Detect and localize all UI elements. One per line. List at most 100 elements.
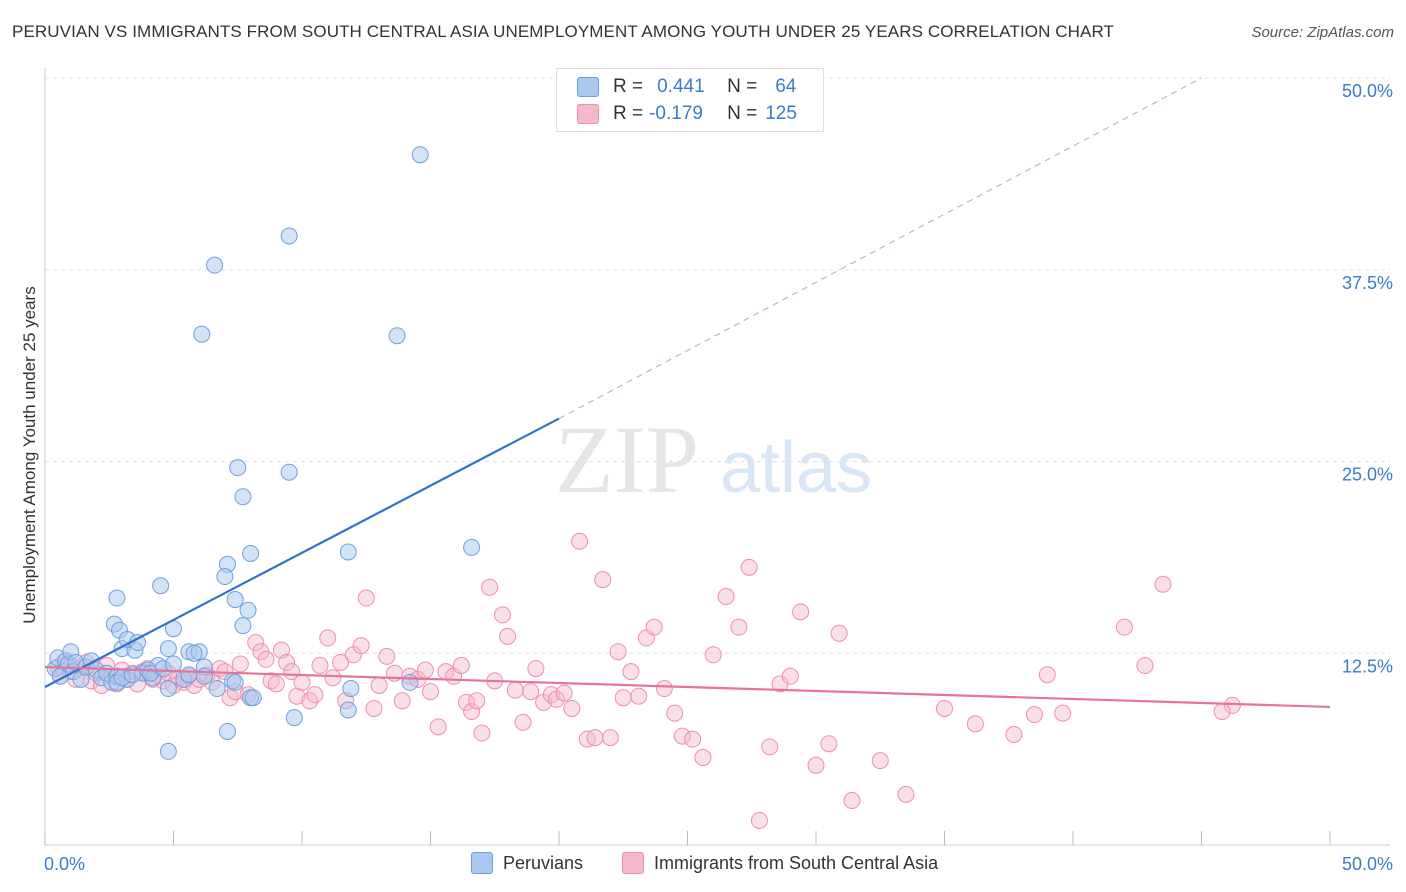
y-tick-label: 25.0% [1342, 465, 1393, 485]
watermark-atlas: atlas [720, 428, 872, 508]
data-point-peruvians [180, 666, 198, 684]
data-point-peruvians [159, 742, 177, 760]
data-point-immigrants [429, 718, 447, 736]
grid-lines [45, 77, 1390, 654]
data-point-immigrants [966, 715, 984, 733]
legend-swatch-pink [622, 852, 644, 874]
legend-n-value: 64 [775, 76, 797, 97]
data-point-immigrants [293, 673, 311, 691]
data-point-immigrants [750, 811, 768, 829]
data-point-immigrants [493, 606, 511, 624]
data-point-immigrants [422, 683, 439, 701]
y-tick-label: 50.0% [1342, 81, 1393, 101]
data-point-peruvians [218, 722, 236, 740]
x-tick-label: 0.0% [44, 854, 85, 874]
data-point-immigrants [614, 689, 632, 707]
data-point-immigrants [365, 699, 383, 717]
data-point-peruvians [159, 680, 177, 698]
y-tick-label: 12.5% [1342, 656, 1393, 676]
data-point-immigrants [792, 603, 810, 621]
data-point-immigrants [1115, 618, 1133, 636]
data-point-immigrants [1025, 706, 1043, 724]
data-point-peruvians [208, 680, 226, 698]
data-point-peruvians [234, 488, 252, 506]
data-point-peruvians [226, 673, 244, 691]
source-label: Source: ZipAtlas.com [1251, 24, 1394, 41]
y-axis-title: Unemployment Among Youth under 25 years [20, 286, 39, 624]
data-point-immigrants [820, 735, 838, 753]
data-point-immigrants [499, 627, 517, 645]
data-point-immigrants [468, 692, 486, 710]
data-point-immigrants [332, 653, 350, 671]
x-tick-labels: 0.0% 50.0% [44, 854, 1393, 874]
data-point-peruvians [216, 568, 234, 586]
data-point-immigrants [666, 704, 684, 722]
data-point-peruvians [242, 545, 260, 563]
data-point-immigrants [781, 667, 799, 685]
legend-row-immigrants: R = -0.179 N = 125 [577, 102, 797, 126]
data-point-immigrants [717, 587, 735, 605]
series-peruvians-points [46, 146, 481, 760]
data-point-peruvians [108, 589, 126, 607]
data-point-immigrants [506, 681, 524, 699]
series-legend: Peruvians Immigrants from South Central … [0, 852, 1406, 878]
data-point-immigrants [416, 661, 434, 679]
data-point-immigrants [1005, 726, 1023, 744]
legend-label-immigrants: Immigrants from South Central Asia [654, 852, 939, 873]
data-point-immigrants [594, 571, 612, 589]
correlation-legend: R = 0.441 N = 64 R = -0.179 N = 125 [556, 68, 824, 132]
data-point-peruvians [152, 577, 170, 595]
data-point-immigrants [257, 650, 275, 668]
trend-line-peruvians [44, 417, 560, 688]
data-point-immigrants [352, 637, 370, 655]
legend-row-peruvians: R = 0.441 N = 64 [577, 75, 796, 99]
data-point-peruvians [206, 256, 224, 274]
data-point-immigrants [393, 692, 411, 710]
data-point-immigrants [319, 629, 337, 647]
data-point-immigrants [1136, 657, 1154, 675]
legend-swatch-blue [471, 852, 493, 874]
data-point-peruvians [280, 463, 298, 481]
legend-n-label: N = [727, 76, 758, 97]
data-point-immigrants [673, 727, 691, 745]
data-point-immigrants [655, 680, 673, 698]
data-point-peruvians [401, 673, 419, 691]
data-point-peruvians [280, 227, 298, 245]
data-point-immigrants [586, 729, 604, 747]
data-point-immigrants [357, 589, 375, 607]
legend-r-value: -0.179 [649, 103, 703, 124]
data-point-immigrants [473, 724, 491, 742]
data-point-peruvians [339, 543, 357, 561]
data-point-immigrants [311, 657, 329, 675]
trend-lines [44, 77, 1331, 709]
data-point-immigrants [871, 752, 889, 770]
data-point-immigrants [378, 647, 396, 665]
data-point-immigrants [622, 663, 640, 681]
data-point-immigrants [694, 749, 712, 767]
y-tick-label: 37.5% [1342, 273, 1393, 293]
data-point-immigrants [247, 634, 265, 652]
data-point-immigrants [761, 738, 779, 756]
data-point-immigrants [370, 676, 388, 694]
data-point-peruvians [159, 640, 177, 658]
data-point-peruvians [185, 644, 203, 662]
legend-n-label: N = [727, 103, 758, 124]
data-point-peruvians [388, 327, 406, 345]
data-point-immigrants [936, 699, 953, 717]
data-point-immigrants [278, 653, 296, 671]
trend-line-peruvians-extension [558, 77, 1202, 419]
legend-r-label: R = [613, 76, 644, 97]
data-point-immigrants [704, 646, 722, 664]
data-point-immigrants [740, 558, 758, 576]
data-point-immigrants [897, 785, 915, 803]
watermark-zip: ZIP [555, 406, 699, 513]
data-point-peruvians [342, 680, 360, 698]
data-point-immigrants [262, 672, 280, 690]
data-point-immigrants [645, 618, 663, 636]
data-point-immigrants [324, 669, 342, 687]
data-point-immigrants [306, 686, 324, 704]
data-point-peruvians [244, 689, 262, 707]
data-point-peruvians [229, 459, 247, 477]
data-point-immigrants [807, 756, 825, 774]
data-point-immigrants [1154, 575, 1172, 593]
